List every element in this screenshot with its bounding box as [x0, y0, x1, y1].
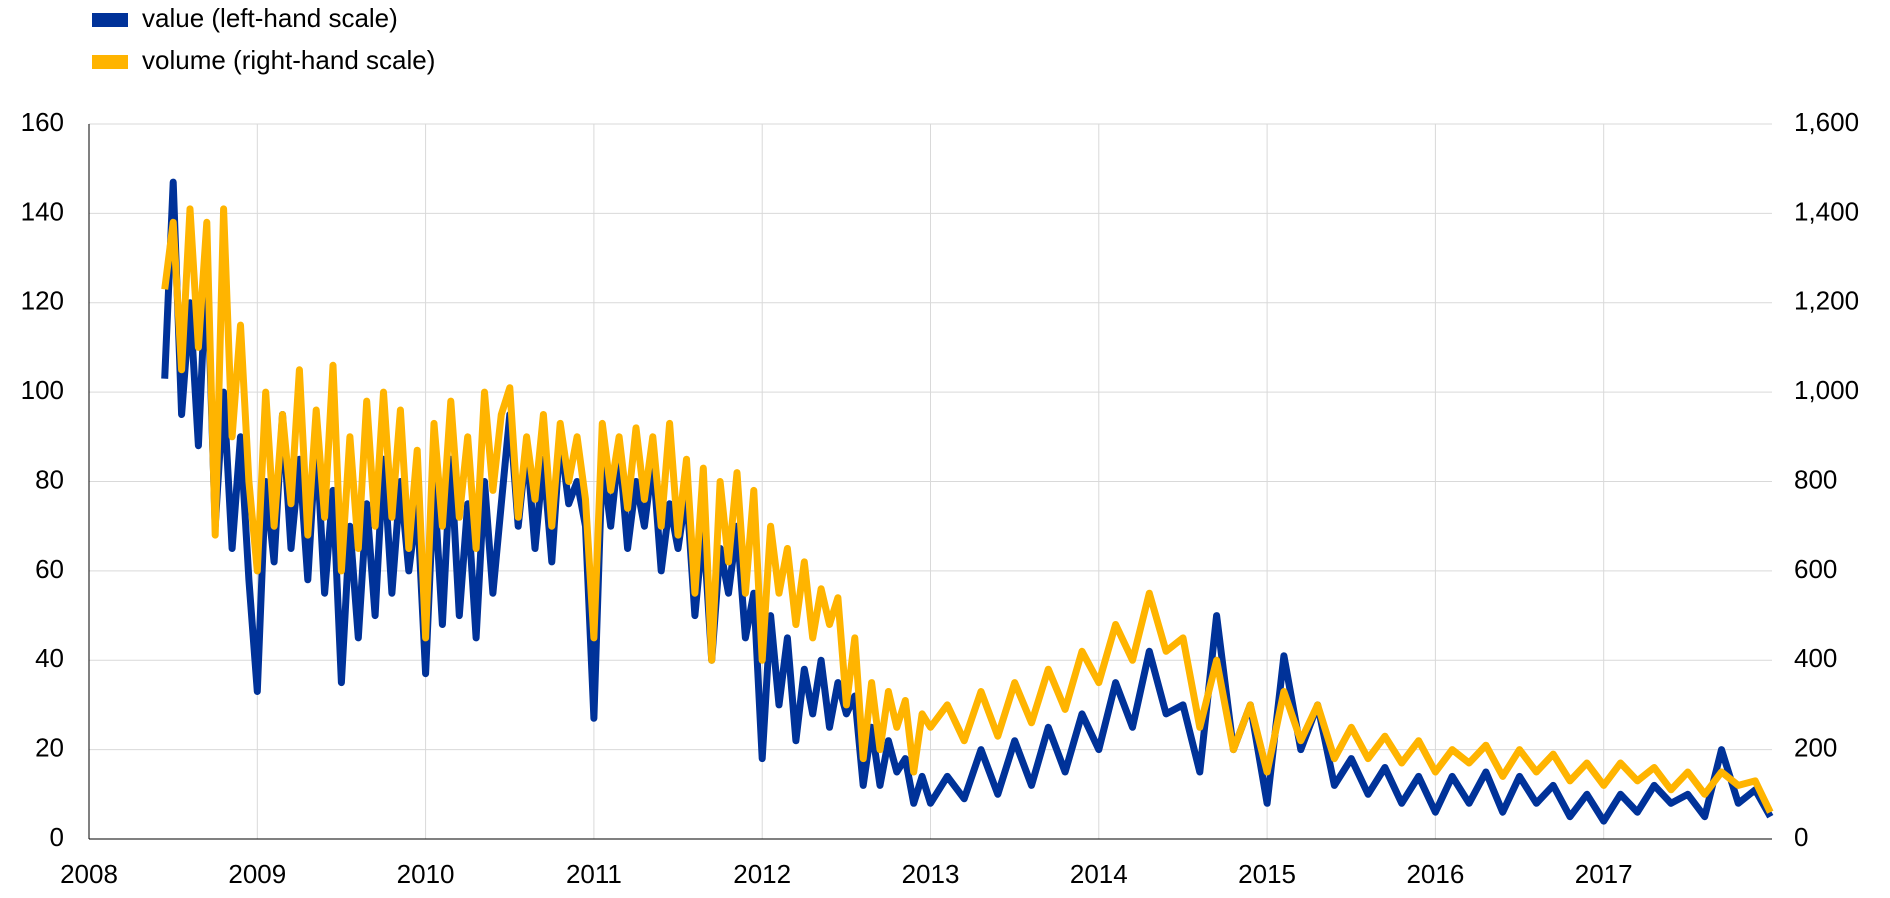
y2-tick-label: 1,400 — [1794, 196, 1859, 226]
legend-swatch — [92, 13, 128, 27]
y-tick-label: 120 — [21, 286, 64, 316]
y2-tick-label: 1,600 — [1794, 107, 1859, 137]
y-tick-label: 20 — [35, 733, 64, 763]
y-tick-label: 140 — [21, 196, 64, 226]
y-tick-label: 40 — [35, 643, 64, 673]
x-tick-label: 2016 — [1406, 859, 1464, 889]
y2-tick-label: 1,000 — [1794, 375, 1859, 405]
y2-tick-label: 200 — [1794, 733, 1837, 763]
x-tick-label: 2014 — [1070, 859, 1128, 889]
y-tick-label: 160 — [21, 107, 64, 137]
series-line — [161, 178, 1774, 825]
y-tick-label: 0 — [50, 822, 64, 852]
y-tick-label: 80 — [35, 464, 64, 494]
legend-swatch — [92, 55, 128, 69]
x-tick-label: 2017 — [1575, 859, 1633, 889]
y2-tick-label: 600 — [1794, 554, 1837, 584]
x-tick-label: 2013 — [902, 859, 960, 889]
legend-label: value (left-hand scale) — [142, 3, 398, 33]
x-tick-label: 2011 — [566, 859, 622, 889]
y2-tick-label: 1,200 — [1794, 286, 1859, 316]
legend-label: volume (right-hand scale) — [142, 45, 435, 75]
y-tick-label: 100 — [21, 375, 64, 405]
x-tick-label: 2015 — [1238, 859, 1296, 889]
y2-tick-label: 0 — [1794, 822, 1808, 852]
x-tick-label: 2009 — [228, 859, 286, 889]
series-line — [161, 205, 1774, 814]
y2-tick-label: 400 — [1794, 643, 1837, 673]
x-tick-label: 2008 — [60, 859, 118, 889]
x-tick-label: 2012 — [733, 859, 791, 889]
y2-tick-label: 800 — [1794, 464, 1837, 494]
y-tick-label: 60 — [35, 554, 64, 584]
x-tick-label: 2010 — [397, 859, 455, 889]
